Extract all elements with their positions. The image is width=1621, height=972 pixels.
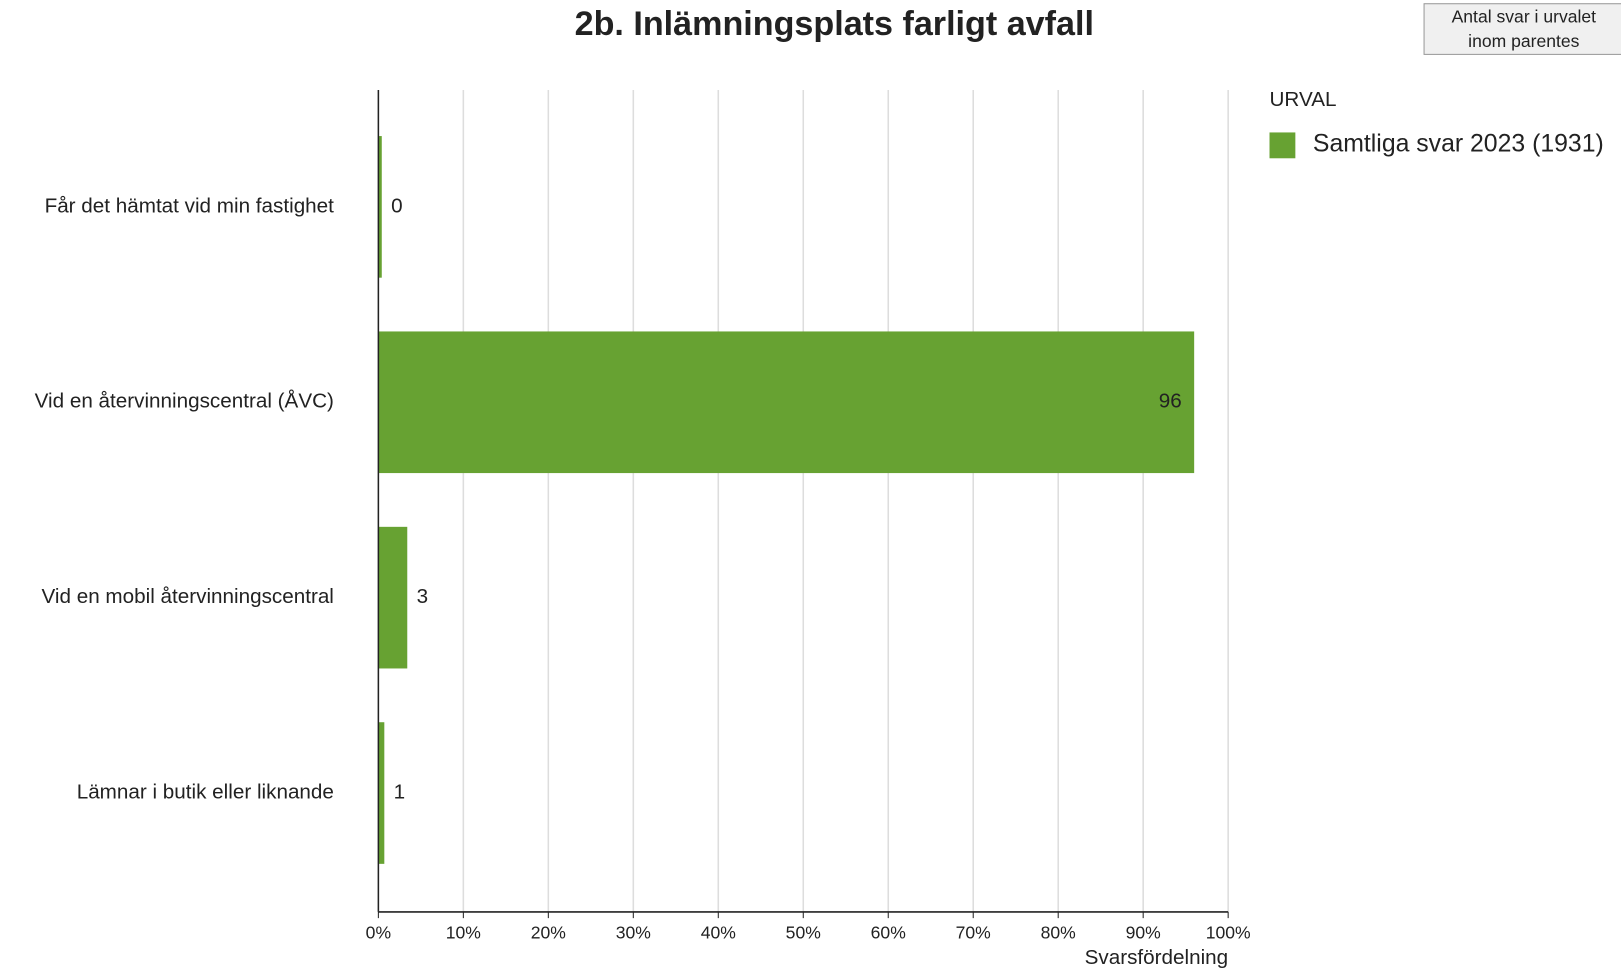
data-label: 1 bbox=[394, 780, 406, 803]
x-tick-label: 100% bbox=[1206, 922, 1251, 942]
x-tick-label: 0% bbox=[366, 922, 391, 942]
x-tick-label: 70% bbox=[956, 922, 991, 942]
note-line: inom parentes bbox=[1468, 31, 1580, 51]
legend-title: URVAL bbox=[1270, 88, 1337, 111]
note-box bbox=[1423, 3, 1621, 55]
data-label: 3 bbox=[417, 585, 429, 608]
bar bbox=[378, 331, 1195, 474]
chart-title: 2b. Inlämningsplats farligt avfall bbox=[575, 5, 1094, 43]
x-tick-label: 80% bbox=[1041, 922, 1076, 942]
legend-swatch bbox=[1269, 132, 1296, 159]
y-tick-label: Får det hämtat vid min fastighet bbox=[45, 194, 335, 217]
legend-label: Samtliga svar 2023 (1931) bbox=[1313, 130, 1604, 157]
x-tick-label: 90% bbox=[1126, 922, 1161, 942]
x-tick-label: 60% bbox=[871, 922, 906, 942]
data-label: 0 bbox=[391, 194, 403, 217]
note-line: Antal svar i urvalet bbox=[1452, 6, 1597, 26]
x-tick-label: 40% bbox=[701, 922, 736, 942]
x-tick-label: 10% bbox=[446, 922, 481, 942]
x-tick-label: 50% bbox=[786, 922, 821, 942]
y-tick-label: Vid en mobil återvinningscentral bbox=[41, 585, 333, 608]
x-tick-label: 20% bbox=[531, 922, 566, 942]
bar bbox=[378, 526, 408, 669]
y-tick-label: Vid en återvinningscentral (ÅVC) bbox=[35, 390, 334, 413]
x-tick-label: 30% bbox=[616, 922, 651, 942]
bar bbox=[378, 136, 382, 278]
data-label: 96 bbox=[1159, 390, 1182, 413]
x-axis-label: Svarsfördelning bbox=[1085, 946, 1229, 969]
bar bbox=[378, 722, 385, 864]
y-tick-label: Lämnar i butik eller liknande bbox=[77, 780, 334, 803]
